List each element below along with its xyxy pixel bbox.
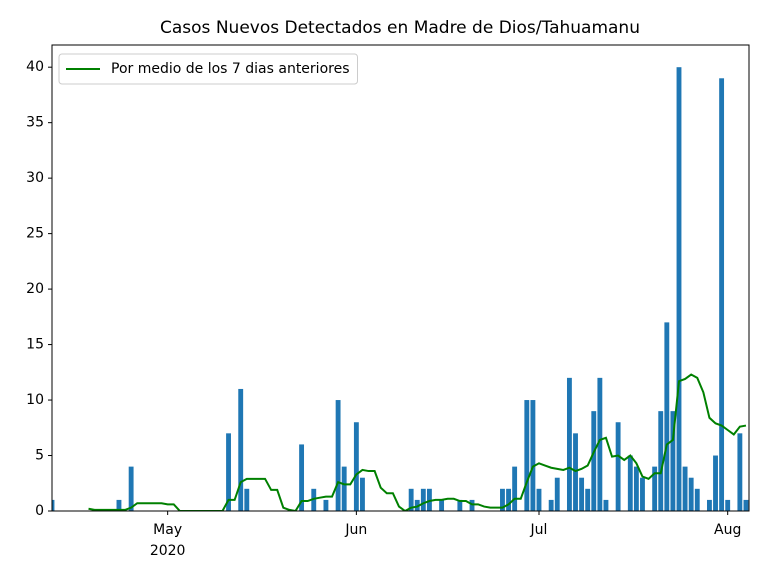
bar <box>530 400 536 511</box>
bar <box>694 488 700 511</box>
bar <box>116 499 122 511</box>
bar <box>640 477 645 511</box>
bar <box>469 499 475 511</box>
y-tick-label: 35 <box>26 115 44 131</box>
y-tick-label: 0 <box>35 503 44 519</box>
bar <box>360 477 365 511</box>
bar <box>658 411 664 511</box>
bar <box>311 488 317 511</box>
bar <box>591 411 597 511</box>
bar <box>512 466 518 511</box>
plot-area <box>52 67 749 511</box>
bar <box>688 477 694 511</box>
bar <box>323 499 329 511</box>
plot-frame <box>51 44 750 512</box>
bar <box>597 377 603 511</box>
bar <box>676 67 682 511</box>
x-tick-label: Jul <box>530 522 548 538</box>
x-tick-label: May 2020 <box>149 522 186 559</box>
bar <box>548 499 554 511</box>
bar <box>725 499 731 511</box>
y-tick-label: 10 <box>26 392 44 408</box>
bar <box>439 499 445 511</box>
bar <box>719 78 725 511</box>
y-tick-label: 40 <box>26 59 44 75</box>
legend-label: Por medio de los 7 dias anteriores <box>111 61 350 77</box>
bar <box>353 422 359 511</box>
bar <box>652 466 658 511</box>
bar <box>579 477 585 511</box>
bar <box>706 499 712 511</box>
bar <box>603 499 609 511</box>
legend-box <box>58 53 358 85</box>
bar <box>664 322 670 511</box>
bar <box>408 488 414 511</box>
bar <box>627 455 633 511</box>
bar <box>615 422 621 511</box>
bar <box>524 400 530 511</box>
x-tick-label: Jun <box>345 522 368 538</box>
bar <box>506 488 511 511</box>
line <box>88 373 747 511</box>
bar <box>52 499 55 511</box>
bar <box>737 433 743 511</box>
bar <box>457 499 463 511</box>
bar <box>426 488 432 511</box>
y-tick-label: 30 <box>26 170 44 186</box>
bar <box>585 488 591 511</box>
bar <box>633 466 639 511</box>
bar <box>554 477 560 511</box>
bar <box>420 488 426 511</box>
bar <box>670 411 676 511</box>
bar <box>335 400 341 511</box>
bar <box>573 433 578 511</box>
y-tick-label: 20 <box>26 281 44 297</box>
y-tick-label: 5 <box>35 448 44 464</box>
bar <box>500 488 505 511</box>
bar <box>226 433 231 511</box>
bar <box>566 377 572 511</box>
bar <box>244 488 250 511</box>
bar <box>238 388 244 511</box>
bar <box>536 488 542 511</box>
y-tick-label: 15 <box>26 337 44 353</box>
x-tick-label: Aug <box>714 522 742 538</box>
bar <box>743 499 749 511</box>
bar <box>713 455 718 511</box>
chart-title: Casos Nuevos Detectados en Madre de Dios… <box>160 18 640 38</box>
bar <box>128 466 134 511</box>
bar <box>341 466 347 511</box>
y-tick-label: 25 <box>26 226 44 242</box>
bar <box>682 466 688 511</box>
bar <box>299 444 305 511</box>
